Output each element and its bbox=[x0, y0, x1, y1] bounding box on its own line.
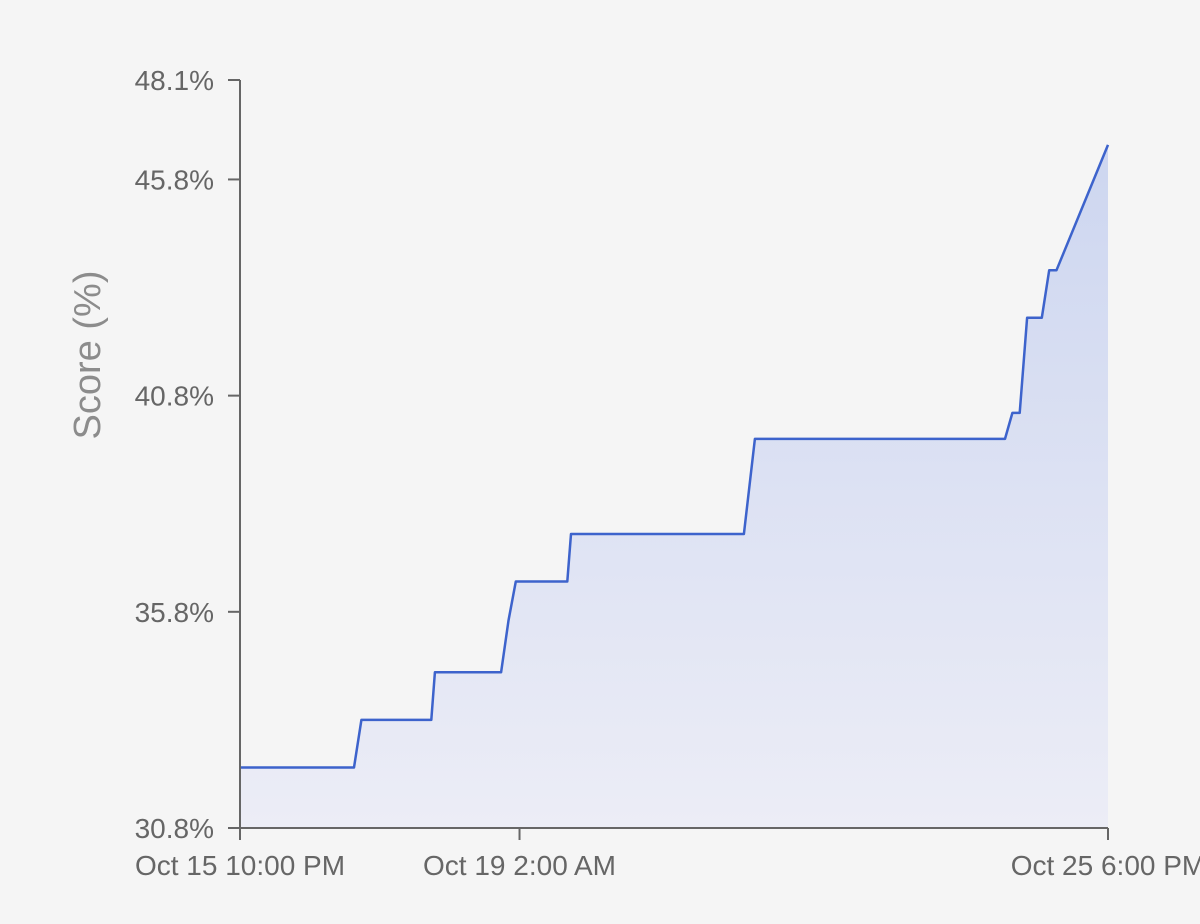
y-tick-label: 45.8% bbox=[135, 164, 214, 195]
y-axis-title: Score (%) bbox=[67, 271, 109, 440]
series-area bbox=[240, 144, 1108, 828]
y-tick-label: 48.1% bbox=[135, 65, 214, 96]
series-line bbox=[240, 144, 1110, 769]
y-tick-label: 30.8% bbox=[135, 813, 214, 844]
y-tick-label: 40.8% bbox=[135, 381, 214, 412]
y-tick-label: 35.8% bbox=[135, 597, 214, 628]
x-tick-label: Oct 25 6:00 PM bbox=[1011, 850, 1200, 881]
x-tick-label: Oct 15 10:00 PM bbox=[135, 850, 345, 881]
x-tick-label: Oct 19 2:00 AM bbox=[423, 850, 616, 881]
